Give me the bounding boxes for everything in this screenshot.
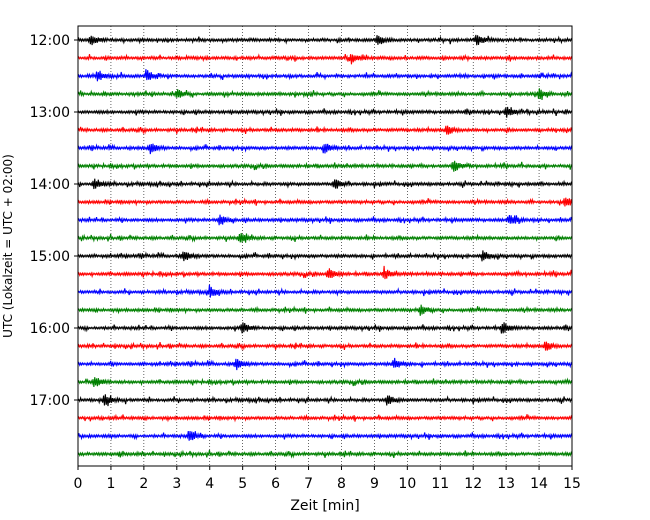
y-tick-label: 12:00 [30, 33, 70, 49]
trace-1645 [77, 377, 573, 387]
x-tick-label: 1 [106, 476, 115, 492]
x-tick-label: 2 [139, 476, 148, 492]
y-tick-label: 17:00 [30, 393, 70, 409]
x-tick-label: 3 [172, 476, 181, 492]
trace-1530 [77, 284, 573, 298]
trace-1215 [77, 53, 573, 65]
trace-1230 [77, 69, 573, 82]
x-axis-label: Zeit [min] [290, 498, 359, 514]
x-tick-label: 6 [271, 476, 280, 492]
trace-1515 [77, 265, 573, 280]
grid-lines [110, 26, 540, 466]
y-tick-label: 13:00 [30, 105, 70, 121]
x-tick-label: 9 [370, 476, 379, 492]
x-tick-label: 4 [205, 476, 214, 492]
x-axis-ticks: 0 1 2 3 4 5 6 7 8 9 10 11 12 13 14 15 [74, 466, 581, 492]
trace-1730 [77, 431, 573, 441]
trace-1345 [77, 160, 573, 172]
plot-frame [77, 25, 573, 467]
trace-1700 [77, 394, 573, 407]
trace-1600 [77, 322, 573, 334]
trace-1500 [77, 250, 573, 262]
trace-1545 [77, 304, 573, 316]
trace-1300 [77, 106, 573, 118]
trace-1415 [77, 197, 573, 207]
x-tick-label: 13 [497, 476, 515, 492]
y-axis-label: UTC (Lokalzeit = UTC + 02:00) [1, 154, 15, 338]
trace-1745 [77, 449, 573, 459]
trace-1445 [77, 233, 573, 243]
y-tick-label: 14:00 [30, 177, 70, 193]
x-tick-label: 0 [74, 476, 83, 492]
y-axis-ticks: 12:00 13:00 14:00 15:00 16:00 17:00 [30, 33, 78, 409]
y-tick-label: 15:00 [30, 249, 70, 265]
x-tick-label: 14 [530, 476, 548, 492]
trace-1200 [77, 34, 573, 46]
trace-1330 [77, 143, 573, 155]
trace-1400 [77, 178, 573, 190]
x-tick-label: 10 [398, 476, 416, 492]
trace-1615 [77, 341, 573, 351]
x-tick-label: 8 [337, 476, 346, 492]
trace-1245 [77, 88, 573, 100]
x-tick-label: 11 [431, 476, 449, 492]
trace-1430 [77, 214, 573, 226]
y-tick-label: 16:00 [30, 321, 70, 337]
x-tick-label: 7 [304, 476, 313, 492]
seismic-traces [77, 34, 573, 459]
trace-1630 [77, 357, 573, 371]
x-tick-label: 12 [464, 476, 482, 492]
x-tick-label: 5 [238, 476, 247, 492]
trace-1315 [77, 125, 573, 135]
trace-1715 [77, 413, 573, 423]
x-tick-label: 15 [563, 476, 581, 492]
